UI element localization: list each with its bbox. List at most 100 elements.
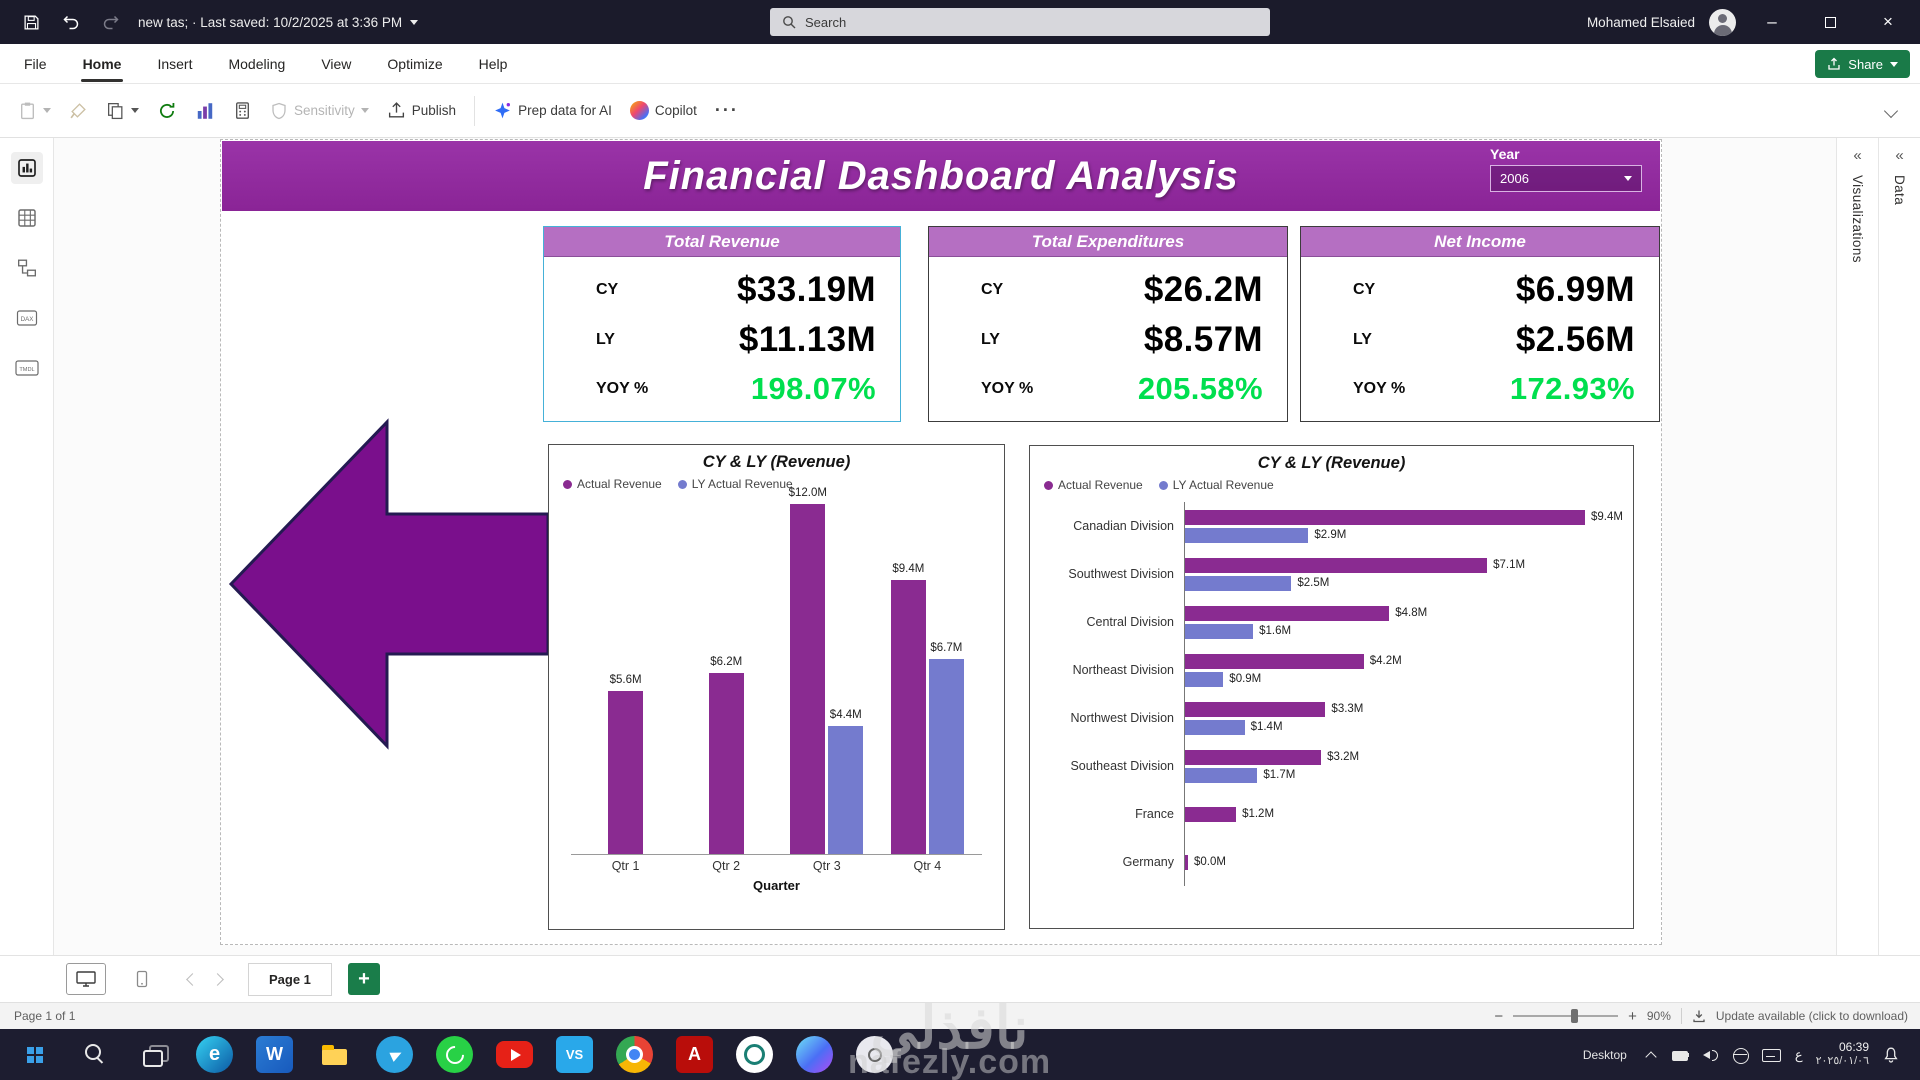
menu-view[interactable]: View [321,55,352,72]
bar[interactable] [1185,671,1224,687]
whatsapp-icon[interactable] [436,1036,473,1073]
column-bar[interactable]: $6.7M [928,642,964,854]
keyboard-icon[interactable] [1760,1044,1782,1066]
menu-help[interactable]: Help [478,55,508,72]
chevron-up-icon[interactable] [1640,1044,1662,1066]
bar[interactable] [1185,605,1390,621]
dax-query-view-icon[interactable]: DAX [11,302,43,334]
telegram-icon[interactable] [376,1036,413,1073]
mobile-layout-icon[interactable] [122,963,162,995]
refresh-button[interactable] [149,91,185,131]
paste-button[interactable] [10,91,59,131]
search-win-icon[interactable] [76,1036,113,1073]
add-page-button[interactable]: + [347,963,380,995]
publish-button[interactable]: Publish [379,91,464,131]
zoom-out-button[interactable]: − [1494,1007,1504,1025]
menu-file[interactable]: File [24,55,47,72]
bar[interactable] [1185,701,1326,717]
year-dropdown[interactable]: 2006 [1490,165,1642,192]
tmdl-view-icon[interactable]: TMDL [11,352,43,384]
file-explorer-icon[interactable] [316,1036,353,1073]
table-view-icon[interactable] [11,202,43,234]
expand-panel-icon[interactable]: « [1895,147,1904,164]
zoom-slider[interactable] [1513,1009,1619,1023]
bar[interactable] [1185,653,1364,669]
document-title[interactable]: new tas; · Last saved: 10/2/2025 at 3:36… [138,15,419,30]
column-bar[interactable]: $9.4M [890,563,926,854]
zoom-in-button[interactable]: + [1628,1007,1637,1025]
chrome-icon[interactable] [616,1036,653,1073]
visualizations-panel-collapsed[interactable]: « Visualizations [1836,138,1878,955]
copilot-icon[interactable] [796,1036,833,1073]
report-page[interactable]: Financial Dashboard Analysis Year 2006 T… [220,139,1662,945]
desktop-layout-icon[interactable] [66,963,106,995]
page-tab[interactable]: Page 1 [248,962,332,996]
sensitivity-button[interactable]: Sensitivity [262,91,377,131]
word-icon[interactable] [256,1036,293,1073]
copilot-button[interactable]: Copilot [622,91,705,131]
minimize-button[interactable]: – [1767,12,1777,31]
chatgpt-icon[interactable] [736,1036,773,1073]
kpi-card-total-expenditures[interactable]: Total Expenditures CY $26.2M LY $8.57M YOY… [928,226,1288,422]
next-page-arrow[interactable] [211,972,224,986]
bar[interactable] [1185,575,1292,591]
maximize-button[interactable] [1808,0,1852,44]
bar[interactable] [1185,767,1258,783]
task-view-icon[interactable] [136,1036,173,1073]
bar[interactable] [1185,527,1309,543]
bar[interactable] [1185,623,1254,639]
youtube-icon[interactable] [496,1041,533,1068]
kpi-card-net-income[interactable]: Net Income CY $6.99M LY $2.56M YOY % 172.93… [1300,226,1660,422]
menu-insert[interactable]: Insert [157,55,193,72]
report-canvas[interactable]: Financial Dashboard Analysis Year 2006 T… [54,138,1836,955]
save-icon[interactable] [18,9,44,35]
column-chart[interactable]: CY & LY (Revenue) Actual Revenue LY Actu… [548,444,1005,930]
notifications-bell-icon[interactable] [1882,1046,1900,1064]
acrobat-icon[interactable] [676,1036,713,1073]
bar[interactable] [1185,557,1488,573]
taskbar-clock[interactable]: 06:39 ٢٠٢٥/٠١/٠٦ [1816,1040,1869,1069]
bar-chart[interactable]: CY & LY (Revenue) Actual Revenue LY Actu… [1029,445,1634,929]
report-view-icon[interactable] [10,152,43,184]
update-available-text[interactable]: Update available (click to download) [1715,1009,1908,1023]
collapse-ribbon-icon[interactable] [1883,103,1899,118]
new-visual-button[interactable] [187,91,223,131]
expand-panel-icon[interactable]: « [1853,147,1862,164]
dashboard-header[interactable]: Financial Dashboard Analysis Year 2006 [222,141,1660,211]
download-update-icon[interactable] [1692,1009,1706,1023]
user-name[interactable]: Mohamed Elsaied [1586,14,1695,30]
format-painter-icon[interactable] [61,91,96,131]
bar[interactable] [1185,509,1585,525]
battery-icon[interactable] [1670,1044,1692,1066]
avatar[interactable] [1709,8,1736,36]
prep-data-for-ai-button[interactable]: Prep data for AI [485,91,620,131]
network-icon[interactable] [1730,1044,1752,1066]
app-light-icon[interactable] [856,1036,893,1073]
previous-page-arrow[interactable] [186,972,199,986]
calculator-icon[interactable] [225,91,260,131]
zoom-level[interactable]: 90% [1646,1009,1671,1023]
start-icon[interactable] [16,1036,53,1073]
menu-modeling[interactable]: Modeling [228,55,286,72]
menu-home[interactable]: Home [80,55,124,82]
vscode-icon[interactable] [556,1036,593,1073]
kpi-card-total-revenue[interactable]: Total Revenue CY $33.19M LY $11.13M YOY % 1… [543,226,901,422]
desktop-switcher[interactable]: Desktop [1582,1047,1627,1062]
more-options-button[interactable]: ··· [707,91,747,131]
close-button[interactable]: × [1883,12,1893,31]
column-bar[interactable]: $12.0M [789,487,827,854]
bar[interactable] [1185,806,1237,822]
zoom-slider-handle[interactable] [1571,1009,1579,1023]
data-panel-collapsed[interactable]: « Data [1878,138,1920,955]
redo-icon[interactable] [98,9,124,35]
bar[interactable] [1185,749,1322,765]
language-indicator[interactable]: ع [1794,1046,1803,1062]
model-view-icon[interactable] [11,252,43,284]
undo-icon[interactable] [58,9,84,35]
column-bar[interactable]: $5.6M [608,674,644,854]
edge-icon[interactable] [196,1036,233,1073]
bar[interactable] [1185,719,1245,735]
left-arrow-shape[interactable] [227,418,552,751]
search-input[interactable]: Search [770,8,1270,36]
volume-icon[interactable] [1700,1044,1722,1066]
